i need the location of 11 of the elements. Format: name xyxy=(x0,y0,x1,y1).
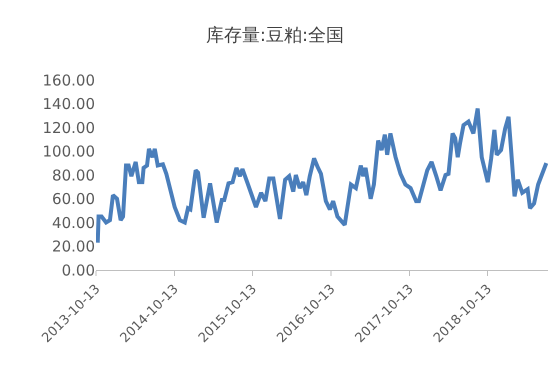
y-tick-label: 100.00 xyxy=(42,142,95,160)
chart-title: 库存量:豆粕:全国 xyxy=(206,25,344,46)
y-tick-label: 20.00 xyxy=(52,238,95,256)
y-tick-label: 0.00 xyxy=(62,261,95,280)
line-series xyxy=(96,106,548,245)
y-tick-label: 60.00 xyxy=(52,190,95,208)
y-tick-label: 140.00 xyxy=(42,95,95,113)
y-tick-label: 80.00 xyxy=(52,166,95,184)
y-tick-label: 120.00 xyxy=(42,118,95,137)
y-tick-label: 40.00 xyxy=(52,214,95,232)
y-tick-label: 160.00 xyxy=(42,71,95,90)
